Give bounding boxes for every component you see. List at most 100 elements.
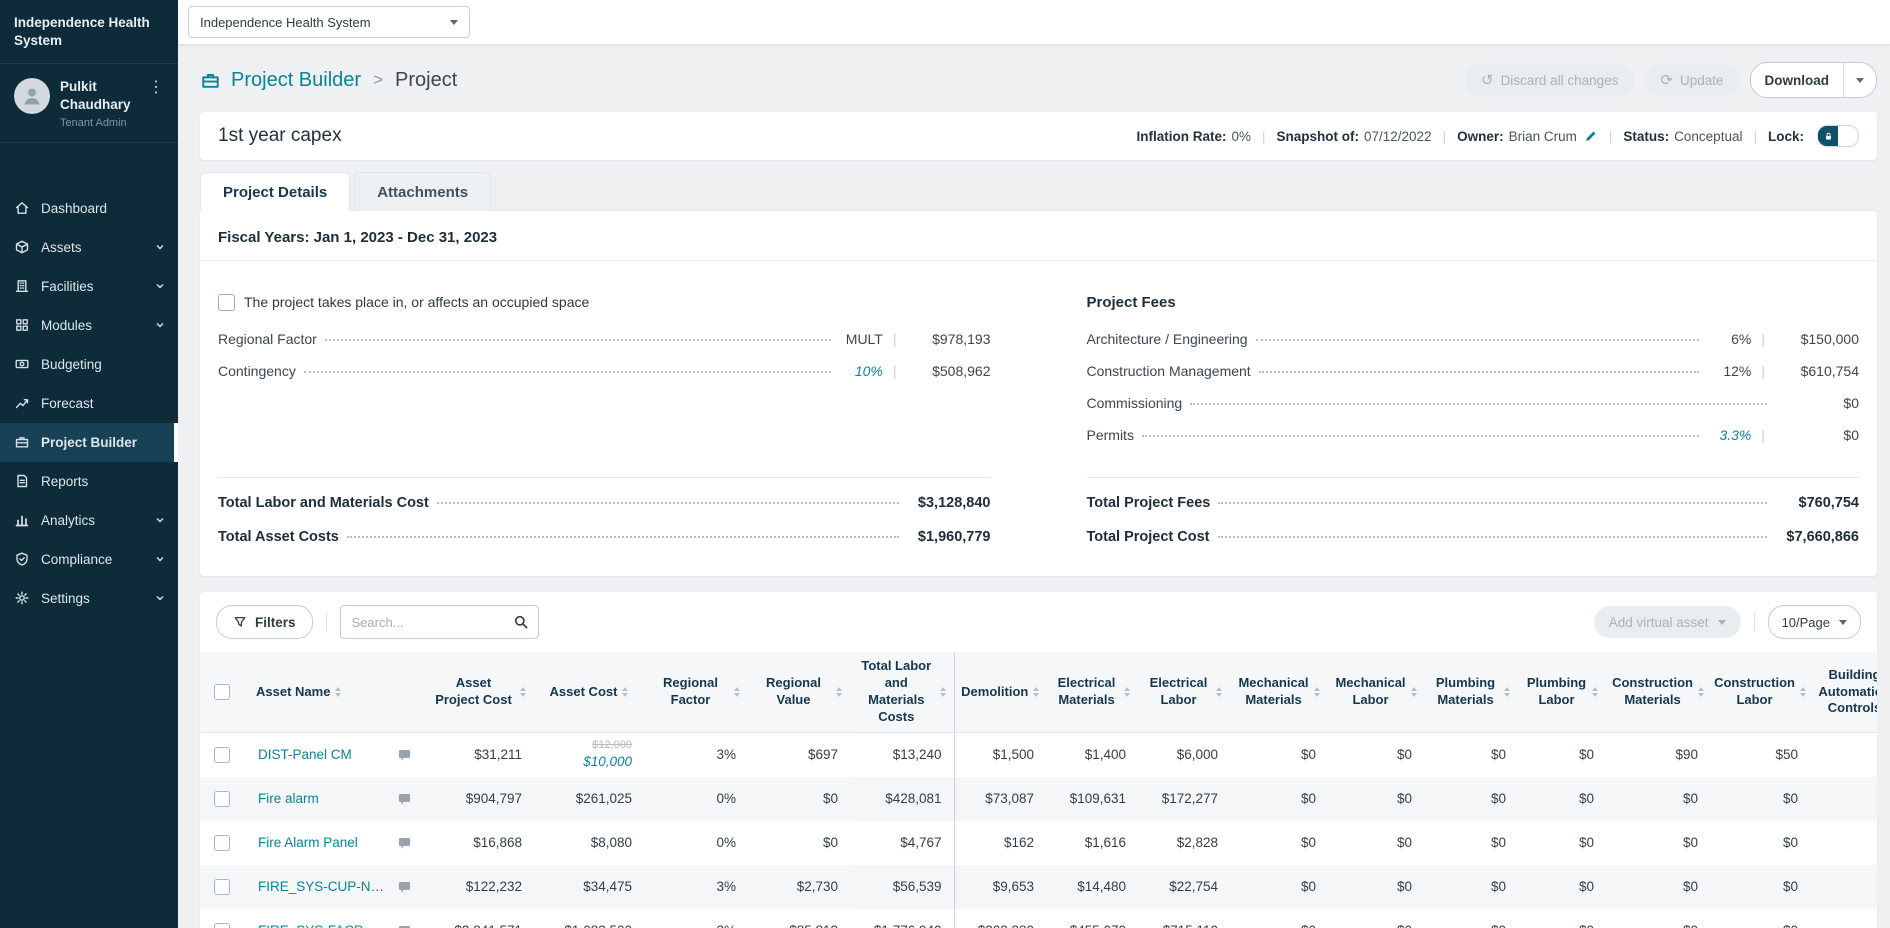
table-cell	[1810, 909, 1877, 928]
table-cell: $85,813	[748, 909, 850, 928]
table-cell: $16,868	[473, 835, 522, 850]
briefcase-icon	[13, 434, 30, 450]
owner-label: Owner:	[1457, 128, 1504, 144]
org-select[interactable]: Independence Health System	[188, 6, 470, 38]
asset-name-link[interactable]: Fire Alarm Panel	[258, 835, 358, 850]
project-tabs: Project Details Attachments	[200, 172, 1877, 211]
cost-line-rate[interactable]: 10%	[854, 363, 883, 379]
fee-line: Architecture / Engineering 6% | $150,000	[1087, 323, 1860, 355]
column-header[interactable]: Plumbing Labor	[1518, 652, 1606, 733]
sort-carets-icon	[1124, 687, 1130, 697]
row-checkbox[interactable]	[214, 790, 230, 807]
sidebar-item-analytics[interactable]: Analytics	[0, 501, 178, 540]
comment-bubble-icon[interactable]	[397, 924, 412, 928]
sidebar-item-forecast[interactable]: Forecast	[0, 384, 178, 423]
add-virtual-asset-button[interactable]: Add virtual asset	[1593, 606, 1741, 638]
breadcrumb: Project Builder > Project ↺ Discard all …	[200, 58, 1877, 102]
column-header-asset-name[interactable]: Asset Name	[244, 652, 424, 733]
sidebar-item-project-builder[interactable]: Project Builder	[0, 422, 178, 462]
sidebar-item-dashboard[interactable]: Dashboard	[0, 189, 178, 228]
table-cell: $0	[1682, 879, 1698, 894]
comment-bubble-icon[interactable]	[397, 880, 412, 894]
column-label: Mechanical Labor	[1335, 675, 1406, 707]
update-button[interactable]: ⟳ Update	[1644, 63, 1740, 97]
row-checkbox-cell	[200, 865, 244, 909]
column-header[interactable]: Asset Project Cost	[424, 652, 534, 733]
column-label: Building Automation Controls	[1818, 666, 1877, 716]
table-cell: $0	[1606, 909, 1710, 928]
chevron-down-icon	[155, 515, 165, 525]
fee-line-value: $0	[1843, 427, 1859, 443]
column-header[interactable]: Electrical Materials	[1046, 652, 1138, 733]
tab-attachments[interactable]: Attachments	[354, 172, 492, 211]
fiscal-years: Fiscal Years: Jan 1, 2023 - Dec 31, 2023	[200, 211, 1877, 261]
column-header[interactable]: Plumbing Materials	[1424, 652, 1518, 733]
fee-line-rate[interactable]: 3.3%	[1719, 427, 1752, 443]
asset-cost-edited[interactable]: $10,000	[583, 754, 632, 769]
table-cell: $73,087	[985, 791, 1034, 806]
asset-name-link[interactable]: DIST-Panel CM	[258, 747, 352, 763]
sort-carets-icon	[1697, 687, 1704, 697]
filters-button[interactable]: Filters	[216, 605, 313, 639]
download-button[interactable]: Download	[1749, 62, 1877, 98]
column-label: Asset Name	[256, 683, 331, 699]
row-checkbox[interactable]	[214, 878, 230, 895]
sidebar-item-settings[interactable]: Settings	[0, 579, 178, 618]
sidebar-item-modules[interactable]: Modules	[0, 306, 178, 345]
asset-name-link[interactable]: FIRE_SYS-CUP-NODE 9	[258, 879, 391, 894]
briefcase-icon	[200, 70, 221, 91]
asset-name-link[interactable]: FIRE_SYS-FACP	[258, 923, 363, 928]
column-header[interactable]: Asset Cost	[534, 652, 644, 733]
sidebar-item-compliance[interactable]: Compliance	[0, 540, 178, 579]
column-header[interactable]: Regional Factor	[644, 652, 748, 733]
asset-name-link[interactable]: Fire alarm	[258, 791, 319, 806]
column-header[interactable]: Construction Materials	[1606, 652, 1710, 733]
page-size-select[interactable]: 10/Page	[1767, 605, 1861, 639]
sidebar-item-assets[interactable]: Assets	[0, 228, 178, 267]
comment-bubble-icon[interactable]	[397, 792, 412, 806]
search-input[interactable]	[339, 605, 539, 639]
cost-line-label: Regional Factor	[218, 331, 317, 347]
topbar: Independence Health System	[178, 0, 1890, 44]
breadcrumb-root[interactable]: Project Builder	[231, 68, 362, 91]
table-cell: $50	[1775, 747, 1798, 763]
table-cell: $0	[1328, 909, 1424, 928]
column-header[interactable]: Total Labor and Materials Costs	[850, 652, 955, 733]
column-header[interactable]: Mechanical Materials	[1230, 652, 1328, 733]
occupied-space-checkbox[interactable]	[218, 293, 235, 311]
fee-line-label: Commissioning	[1086, 395, 1183, 411]
table-cell: $0	[1682, 835, 1698, 850]
table-cell: $428,081	[850, 776, 955, 821]
user-menu-kebab-icon[interactable]: ⋮	[148, 79, 164, 97]
sidebar-item-budgeting[interactable]: Budgeting	[0, 345, 178, 384]
sort-carets-icon	[836, 687, 842, 697]
row-checkbox[interactable]	[214, 746, 230, 763]
row-checkbox[interactable]	[214, 922, 230, 928]
column-header[interactable]: Mechanical Labor	[1328, 652, 1424, 733]
column-header[interactable]: Electrical Labor	[1138, 652, 1230, 733]
table-cell: $0	[1300, 835, 1316, 850]
search-icon[interactable]	[513, 614, 529, 630]
sidebar-item-facilities[interactable]: Facilities	[0, 267, 178, 306]
divider	[1086, 477, 1859, 478]
row-checkbox[interactable]	[214, 834, 230, 851]
column-header[interactable]: Regional Value	[748, 652, 850, 733]
table-cell: $0	[1396, 747, 1412, 763]
lock-toggle[interactable]	[1817, 125, 1859, 147]
edit-owner-pencil-icon[interactable]	[1584, 129, 1598, 143]
table-cell: $34,475	[583, 879, 632, 894]
trend-icon	[13, 395, 30, 411]
discard-all-changes-button[interactable]: ↺ Discard all changes	[1464, 63, 1635, 97]
cost-line: Contingency 10% | $508,962	[218, 355, 991, 387]
tab-project-details[interactable]: Project Details	[200, 172, 351, 211]
chevron-down-icon[interactable]	[1844, 63, 1876, 97]
column-header[interactable]: Building Automation Controls	[1810, 652, 1877, 733]
column-header[interactable]: Demolition	[954, 652, 1046, 733]
divider: |	[1608, 128, 1613, 144]
sidebar-item-reports[interactable]: Reports	[0, 462, 178, 501]
comment-bubble-icon[interactable]	[397, 836, 412, 850]
column-label: Construction Labor	[1714, 675, 1795, 707]
comment-bubble-icon[interactable]	[397, 748, 412, 762]
select-all-checkbox[interactable]	[214, 684, 230, 701]
column-header[interactable]: Construction Labor	[1710, 652, 1810, 733]
